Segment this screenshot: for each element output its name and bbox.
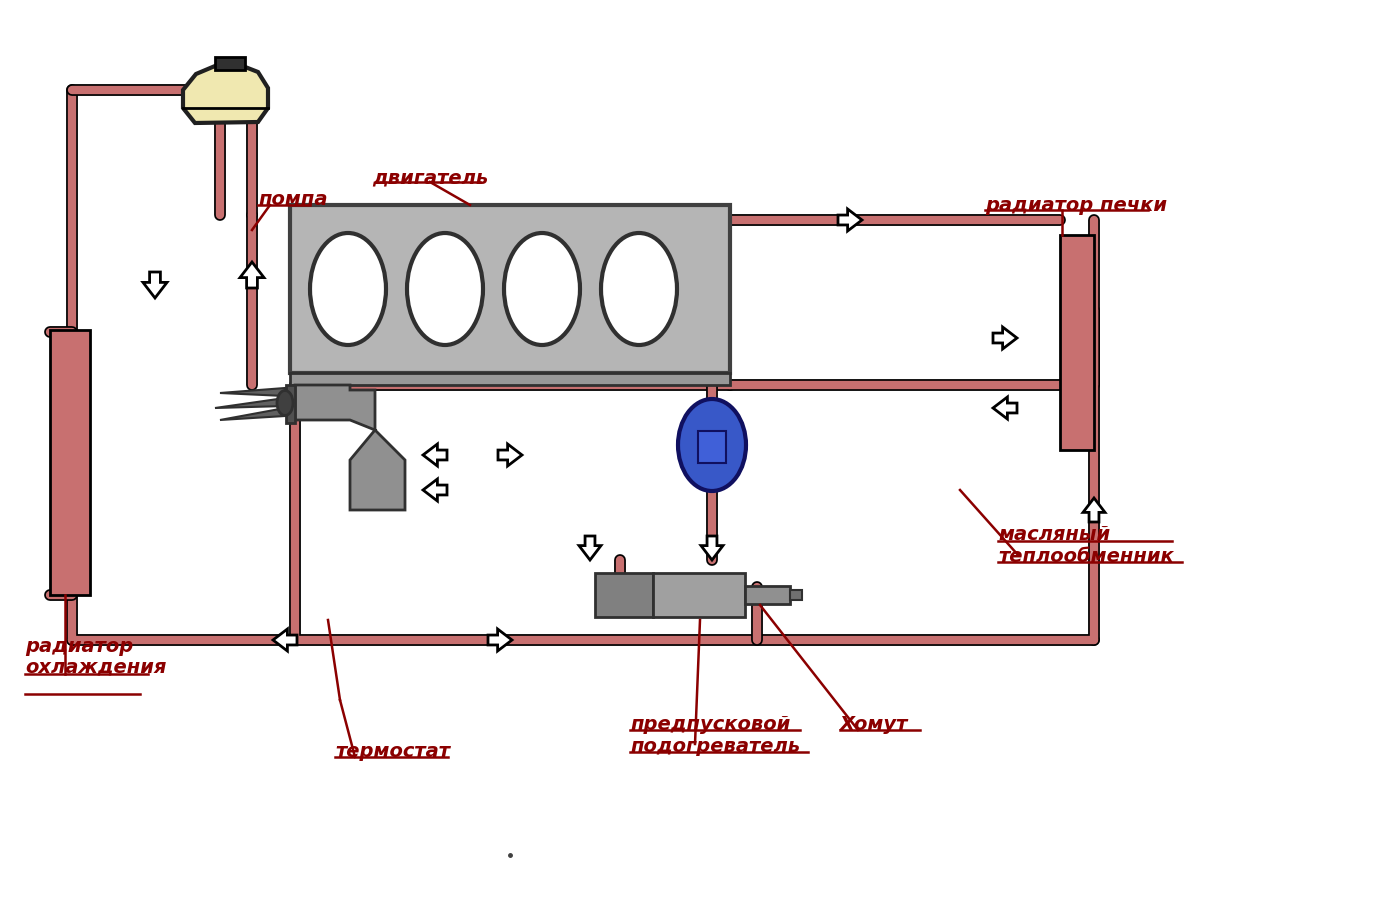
Bar [290,205,730,373]
Bar [699,431,726,463]
Text: радиатор печки: радиатор печки [985,196,1167,215]
Polygon shape [240,262,263,288]
Bar [595,573,653,617]
Polygon shape [220,388,286,396]
Polygon shape [498,444,523,466]
Text: охлаждения: охлаждения [25,657,166,676]
Polygon shape [295,385,405,510]
Polygon shape [220,408,286,420]
Text: помпа: помпа [258,190,327,209]
Bar [290,373,730,385]
Polygon shape [701,536,723,560]
Polygon shape [215,398,286,408]
Ellipse shape [277,391,292,416]
Polygon shape [839,209,862,231]
Text: масляный: масляный [998,525,1110,544]
Polygon shape [488,629,511,651]
Text: Хомут: Хомут [840,715,908,734]
Polygon shape [273,629,297,651]
Polygon shape [992,397,1017,419]
Bar [746,586,790,604]
Text: двигатель: двигатель [371,168,488,187]
Text: подогреватель: подогреватель [631,737,800,756]
Text: радиатор: радиатор [25,637,133,656]
Text: теплообменник: теплообменник [998,547,1174,566]
Bar [653,573,746,617]
Polygon shape [143,272,166,298]
Text: предпусковой: предпусковой [631,715,790,734]
Ellipse shape [602,233,676,345]
Ellipse shape [678,399,746,491]
Polygon shape [579,536,602,560]
Polygon shape [423,444,448,466]
Bar [215,57,245,70]
Polygon shape [423,479,448,501]
Bar [1060,235,1094,450]
Ellipse shape [505,233,579,345]
Ellipse shape [407,233,482,345]
Bar [50,330,90,595]
Bar [286,385,295,423]
Bar [790,590,802,600]
Text: термостат: термостат [335,742,450,761]
Polygon shape [1082,498,1105,522]
Ellipse shape [310,233,385,345]
Polygon shape [992,327,1017,349]
Polygon shape [183,65,267,123]
